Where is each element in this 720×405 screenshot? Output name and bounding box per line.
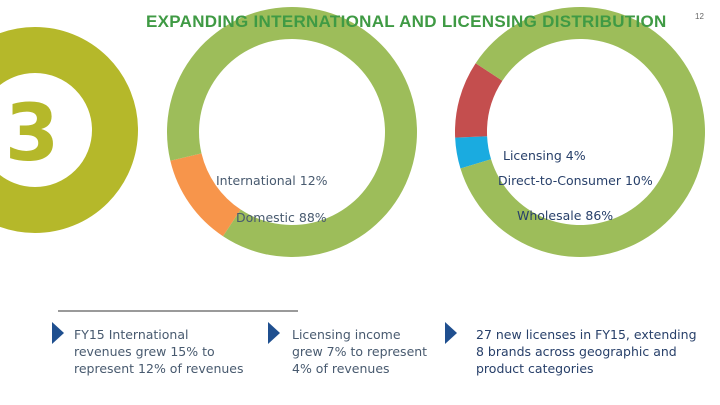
arrow-right-icon xyxy=(52,322,64,344)
slice-label-direct-to-consumer: Direct-to-Consumer 10% xyxy=(498,173,653,188)
section-badge-ring xyxy=(0,27,138,233)
bullet-1: FY15 International revenues grew 15% to … xyxy=(74,326,244,377)
divider-line xyxy=(58,310,298,312)
bullet-1-line: revenues grew 15% to xyxy=(74,344,215,359)
bullet-3-line: product categories xyxy=(476,361,594,376)
bullet-2-line: 4% of revenues xyxy=(292,361,390,376)
arrow-right-icon xyxy=(445,322,457,344)
bullet-2-line: grew 7% to represent xyxy=(292,344,428,359)
arrow-right-icon xyxy=(268,322,280,344)
slice-label-international: International 12% xyxy=(216,173,328,188)
slice-label-domestic: Domestic 88% xyxy=(236,210,327,225)
slide-title: EXPANDING INTERNATIONAL AND LICENSING DI… xyxy=(146,12,667,31)
bullet-1-line: FY15 International xyxy=(74,327,189,342)
bullet-3-line: 27 new licenses in FY15, extending xyxy=(476,327,697,342)
bullet-2-line: Licensing income xyxy=(292,327,401,342)
bullet-3-line: 8 brands across geographic and xyxy=(476,344,677,359)
slice-label-licensing: Licensing 4% xyxy=(503,148,586,163)
donut-slice-licensing xyxy=(455,136,492,169)
bullet-1-line: represent 12% of revenues xyxy=(74,361,244,376)
page-number: 12 xyxy=(695,12,704,21)
section-badge: 3 xyxy=(0,27,138,233)
donut-chart-2 xyxy=(455,6,706,257)
slice-label-wholesale: Wholesale 86% xyxy=(517,208,613,223)
bullet-2: Licensing income grew 7% to represent 4%… xyxy=(292,326,427,377)
section-number: 3 xyxy=(5,89,59,179)
bullet-3: 27 new licenses in FY15, extending 8 bra… xyxy=(476,326,697,377)
donut-slice-direct-to-consumer xyxy=(455,63,503,138)
donut-slice-international xyxy=(170,153,241,237)
donut-chart-1 xyxy=(167,7,418,258)
